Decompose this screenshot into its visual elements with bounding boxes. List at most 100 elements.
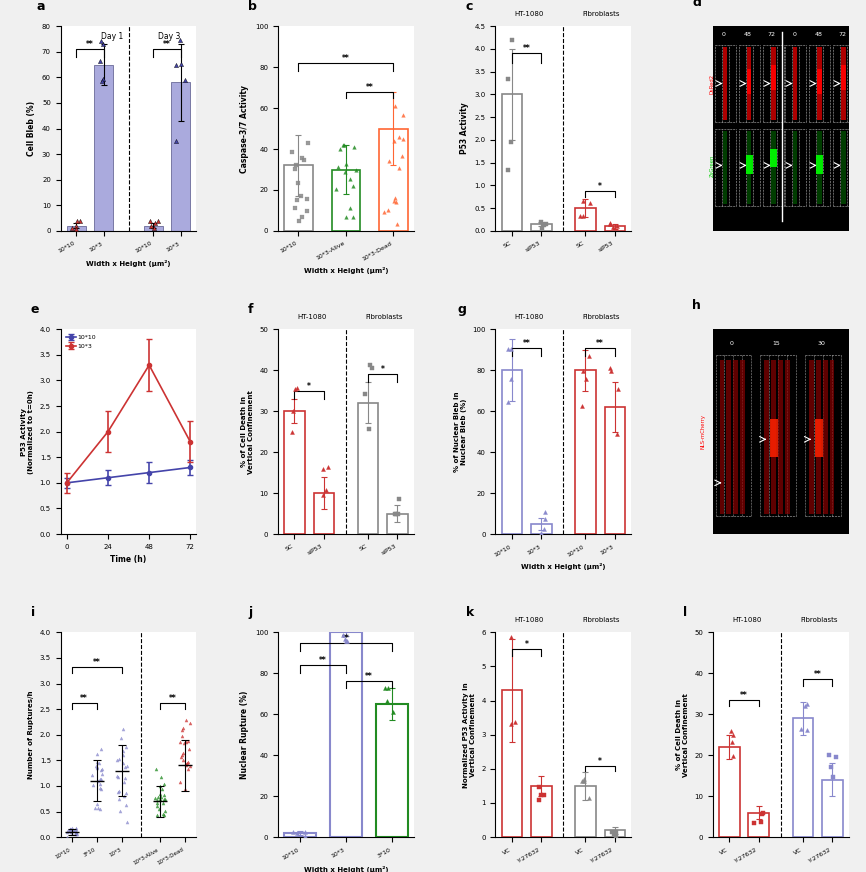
- Text: **: **: [365, 83, 373, 92]
- Point: [532, 794, 546, 807]
- Point: [158, 787, 171, 801]
- Point: [95, 762, 109, 776]
- Bar: [772, 65, 776, 90]
- Bar: [830, 360, 835, 514]
- Point: [156, 807, 170, 821]
- Point: [179, 759, 193, 773]
- Point: [62, 821, 76, 835]
- Text: i: i: [30, 606, 35, 619]
- Point: [538, 521, 552, 535]
- Bar: [746, 155, 753, 174]
- Bar: [842, 46, 845, 120]
- Point: [60, 825, 74, 839]
- Text: *: *: [525, 640, 528, 650]
- Point: [533, 788, 547, 802]
- Point: [824, 760, 838, 774]
- Bar: [778, 360, 783, 514]
- Point: [181, 734, 195, 748]
- Text: Time : minutes: Time : minutes: [715, 333, 763, 338]
- Point: [343, 173, 357, 187]
- Bar: [818, 69, 822, 94]
- Point: [604, 364, 617, 378]
- Bar: [575, 786, 596, 837]
- Point: [94, 772, 107, 786]
- Point: [174, 750, 188, 764]
- Point: [577, 364, 591, 378]
- Text: HT-1080: HT-1080: [297, 314, 326, 320]
- Point: [90, 760, 104, 774]
- Point: [756, 806, 770, 820]
- Point: [386, 705, 400, 719]
- Bar: [531, 224, 552, 231]
- Point: [826, 770, 840, 784]
- Point: [94, 34, 108, 48]
- Point: [118, 789, 132, 803]
- Bar: [772, 360, 776, 514]
- Point: [537, 218, 551, 232]
- Bar: [67, 226, 86, 231]
- Point: [112, 793, 126, 807]
- Point: [388, 99, 402, 112]
- Text: k: k: [466, 606, 474, 619]
- Bar: [727, 360, 731, 514]
- Point: [174, 57, 188, 71]
- Text: **: **: [523, 338, 531, 348]
- Bar: [501, 371, 522, 534]
- Text: 48: 48: [814, 32, 823, 37]
- Point: [151, 215, 165, 228]
- Bar: [817, 155, 823, 174]
- Point: [290, 827, 304, 841]
- Text: HT-1080: HT-1080: [732, 617, 761, 623]
- Text: **: **: [163, 40, 171, 49]
- Bar: [604, 830, 625, 837]
- Point: [391, 217, 404, 231]
- Bar: [387, 514, 408, 534]
- Point: [69, 821, 83, 835]
- Text: Fibroblasts: Fibroblasts: [583, 11, 620, 17]
- Point: [68, 219, 82, 233]
- Bar: [785, 360, 790, 514]
- Y-axis label: Normalized P53 Activity in
Vertical Confinement: Normalized P53 Activity in Vertical Conf…: [462, 682, 475, 787]
- Point: [87, 801, 101, 815]
- Bar: [715, 44, 736, 122]
- Text: Time : h: Time : h: [715, 28, 740, 33]
- Bar: [740, 360, 745, 514]
- Bar: [739, 44, 759, 122]
- Bar: [94, 65, 113, 231]
- Text: 15: 15: [772, 341, 780, 345]
- Bar: [531, 524, 552, 534]
- Point: [295, 152, 309, 166]
- Text: f: f: [249, 303, 254, 316]
- Point: [69, 827, 83, 841]
- Point: [89, 797, 103, 811]
- Text: Fibroblasts: Fibroblasts: [583, 314, 620, 320]
- Point: [577, 208, 591, 222]
- Point: [183, 716, 197, 730]
- Point: [504, 594, 518, 608]
- Bar: [604, 227, 625, 231]
- Point: [388, 191, 402, 205]
- Point: [158, 777, 171, 791]
- Point: [377, 206, 391, 220]
- Point: [118, 760, 132, 774]
- Point: [120, 814, 134, 828]
- Point: [349, 163, 363, 177]
- Bar: [809, 128, 830, 207]
- Point: [154, 790, 168, 804]
- Bar: [144, 226, 163, 231]
- Bar: [792, 719, 813, 837]
- Point: [582, 791, 596, 805]
- Bar: [501, 691, 522, 837]
- Point: [504, 717, 518, 731]
- Point: [91, 774, 105, 788]
- Point: [363, 358, 377, 371]
- Legend: 10*10, 10*3: 10*10, 10*3: [64, 332, 99, 351]
- Point: [94, 763, 108, 777]
- Point: [114, 731, 128, 745]
- Point: [173, 734, 187, 748]
- Point: [90, 747, 104, 761]
- Point: [153, 779, 167, 793]
- Point: [291, 175, 305, 189]
- Point: [150, 796, 164, 810]
- Point: [575, 774, 589, 788]
